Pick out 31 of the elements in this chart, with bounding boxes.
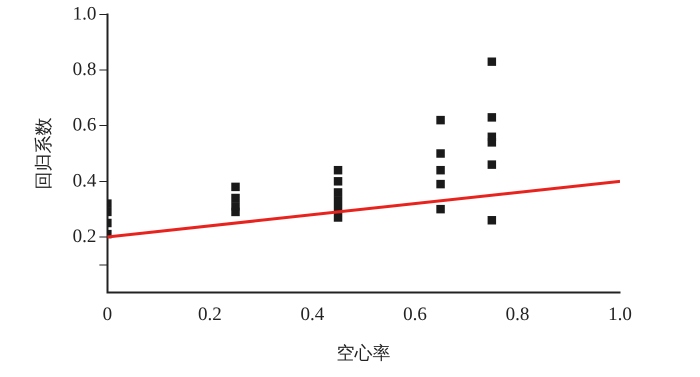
point [334,213,342,222]
point [436,116,445,124]
x-tick-label: 0 [102,304,112,325]
x-tick-label: 0.6 [403,304,427,325]
point [436,180,445,188]
point [231,208,240,216]
y-tick-label: 0.6 [72,114,96,136]
point [436,204,445,214]
x-tick-label: 0.2 [198,304,222,325]
point [488,160,496,169]
point [488,113,496,122]
point [488,216,496,225]
point [231,182,240,192]
point [334,177,342,186]
x-tick-label: 0.8 [506,304,530,325]
y-tick-label: 1.0 [72,3,96,24]
y-axis-title: 回归系数 [33,118,54,190]
point [334,166,342,174]
point [436,149,445,158]
y-tick-label: 0.2 [72,226,96,247]
y-tick-label: 0.4 [72,170,97,192]
point [488,138,496,147]
point [488,57,496,66]
point [334,188,342,197]
y-tick-label: 0.8 [72,59,96,80]
point [436,166,445,174]
x-axis-title: 空心率 [336,342,391,364]
x-tick-label: 0.4 [300,304,325,325]
point [231,194,240,202]
x-tick-label: 1.0 [608,304,632,325]
point [334,196,342,206]
